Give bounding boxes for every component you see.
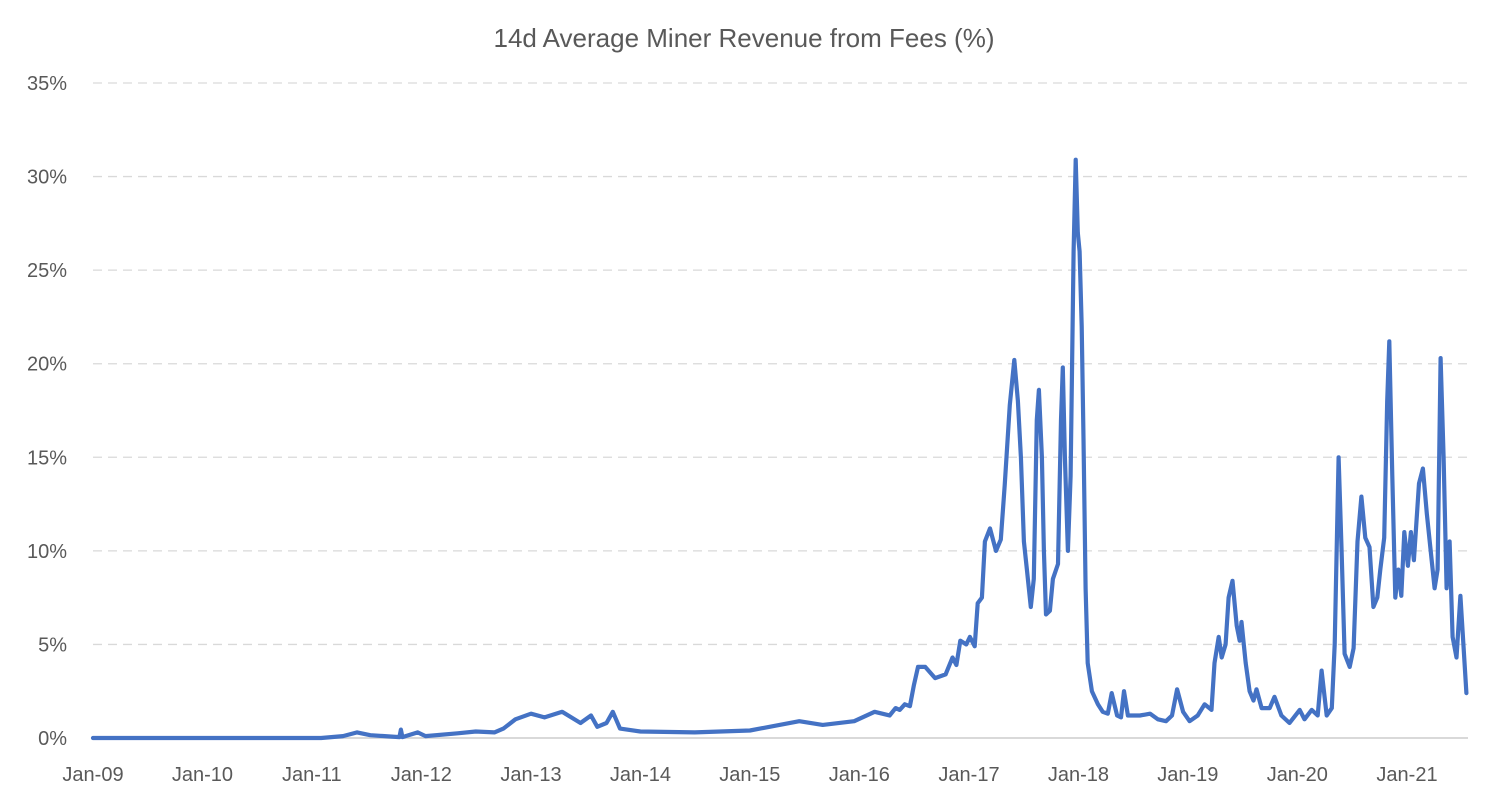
y-tick-label: 35% <box>27 73 67 95</box>
x-tick-label: Jan-21 <box>1376 764 1437 786</box>
x-tick-label: Jan-13 <box>500 764 561 786</box>
gridlines <box>93 82 1468 739</box>
y-tick-label: 5% <box>38 634 67 656</box>
y-tick-label: 15% <box>27 447 67 469</box>
x-tick-label: Jan-18 <box>1048 764 1109 786</box>
x-tick-label: Jan-15 <box>719 764 780 786</box>
series-line <box>90 157 1469 741</box>
series-layer <box>90 157 1469 741</box>
x-axis-ticks: Jan-09 Jan-10 Jan-11 Jan-12 Jan-13 Jan-14 Jan-… <box>62 764 1437 786</box>
y-tick-label: 25% <box>27 260 67 282</box>
x-tick-label: Jan-19 <box>1157 764 1218 786</box>
y-tick-label: 0% <box>38 728 67 750</box>
x-tick-label: Jan-09 <box>62 764 123 786</box>
x-tick-label: Jan-10 <box>172 764 233 786</box>
y-tick-label: 30% <box>27 167 67 189</box>
x-tick-label: Jan-16 <box>829 764 890 786</box>
x-tick-label: Jan-14 <box>610 764 671 786</box>
y-tick-label: 10% <box>27 541 67 563</box>
y-tick-label: 20% <box>27 354 67 376</box>
x-tick-label: Jan-17 <box>938 764 999 786</box>
x-tick-label: Jan-12 <box>391 764 452 786</box>
x-tick-label: Jan-11 <box>282 764 342 786</box>
chart-title: 14d Average Miner Revenue from Fees (%) <box>494 23 995 53</box>
x-tick-label: Jan-20 <box>1267 764 1328 786</box>
y-axis-ticks: 0% 5% 10% 15% 20% 25% 30% 35% <box>27 73 67 750</box>
